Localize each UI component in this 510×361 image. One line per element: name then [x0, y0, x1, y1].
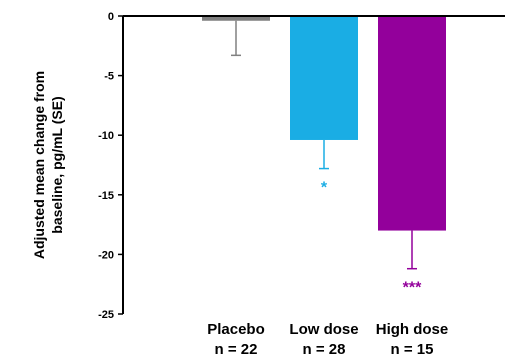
y-axis-title-line-2: baseline, pg/mL (SE): [49, 96, 65, 233]
axes-layer: [122, 15, 505, 314]
y-axis-title-line-1: Adjusted mean change from: [31, 71, 47, 259]
significance-layer: ****: [321, 180, 422, 297]
category-label: Low dose: [289, 321, 358, 338]
category-labels-layer: Placebo n = 22 Low dose n = 28 High dose n = …: [207, 321, 448, 358]
category-label: Placebo: [207, 321, 265, 338]
bars-layer: [202, 16, 446, 231]
y-ticks-layer: 0 -5 -10 -15 -20 -25: [98, 11, 123, 321]
bar: [290, 16, 358, 140]
y-tick-label: -20: [98, 249, 114, 261]
bar: [378, 16, 446, 231]
error-bars-layer: [231, 20, 417, 270]
y-tick-label: -10: [98, 130, 114, 142]
y-tick-label: 0: [108, 11, 114, 23]
category-n-label: n = 22: [215, 341, 258, 358]
bar: [202, 16, 270, 21]
significance-marker: *: [321, 180, 328, 197]
category-label: High dose: [376, 321, 449, 338]
y-tick-label: -5: [104, 71, 114, 83]
category-n-label: n = 28: [303, 341, 346, 358]
category-n-label: n = 15: [391, 341, 434, 358]
y-tick-label: -25: [98, 309, 114, 321]
significance-marker: ***: [403, 280, 422, 297]
y-tick-label: -15: [98, 190, 114, 202]
y-axis-title: Adjusted mean change from baseline, pg/m…: [31, 71, 65, 259]
